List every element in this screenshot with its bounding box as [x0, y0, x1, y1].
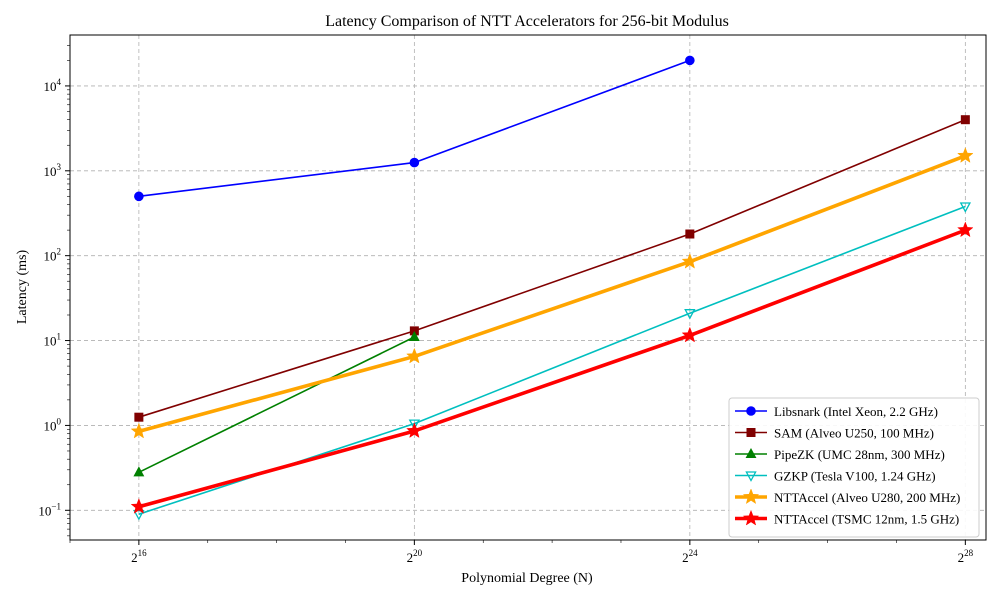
legend-label: NTTAccel (Alveo U280, 200 MHz): [774, 490, 960, 505]
data-point: [408, 330, 420, 342]
legend-marker: [742, 509, 760, 526]
data-point: [408, 419, 421, 430]
series-layer: [130, 55, 974, 521]
data-point: [681, 326, 699, 343]
plot-frame: [69, 34, 987, 541]
data-point: [409, 157, 420, 168]
data-point: [130, 498, 148, 514]
data-point: [959, 202, 972, 213]
series-5: [130, 221, 974, 514]
legend-marker: [746, 406, 756, 416]
data-point: [130, 422, 148, 439]
y-tick-label: 102: [44, 247, 62, 264]
legend-item: NTTAccel (Alveo U280, 200 MHz): [735, 488, 960, 505]
data-point: [957, 221, 974, 238]
legend-label: SAM (Alveo U250, 100 MHz): [774, 426, 934, 441]
data-point: [685, 229, 695, 239]
series-line: [138, 228, 966, 509]
legend-label: NTTAccel (TSMC 12nm, 1.5 GHz): [774, 512, 959, 527]
series-1: [134, 115, 970, 422]
series-line: [138, 154, 966, 434]
y-tick-label: 104: [44, 77, 62, 94]
series-4: [130, 147, 974, 439]
data-point: [406, 347, 423, 364]
x-tick-label: 224: [682, 548, 698, 565]
legend-item: PipeZK (UMC 28nm, 300 MHz): [735, 447, 945, 462]
legend-label: GZKP (Tesla V100, 1.24 GHz): [774, 469, 936, 484]
legend-marker: [742, 488, 760, 505]
x-axis-title: Polynomial Degree (N): [461, 571, 593, 586]
legend-item: NTTAccel (TSMC 12nm, 1.5 GHz): [735, 509, 959, 527]
data-point: [133, 466, 145, 477]
y-tick-label: 100: [44, 416, 62, 433]
series-line: [138, 118, 966, 418]
series-2: [133, 330, 420, 477]
data-point: [134, 191, 144, 202]
y-axis-title: Latency (ms): [15, 250, 30, 325]
data-point: [684, 309, 696, 320]
data-point: [134, 412, 144, 422]
legend-box: [728, 397, 980, 538]
tick-layer: 216 220 224 228 10−1 100 101 102 103 104: [38, 45, 974, 565]
data-point: [960, 115, 970, 125]
legend-marker: [745, 471, 757, 482]
legend-item: SAM (Alveo U250, 100 MHz): [735, 426, 934, 441]
legend-marker: [746, 428, 756, 437]
x-tick-label: 216: [131, 548, 147, 565]
data-point: [957, 147, 974, 163]
legend-label: Libsnark (Intel Xeon, 2.2 GHz): [774, 404, 938, 419]
chart-title: Latency Comparison of NTT Accelerators f…: [325, 13, 729, 30]
x-tick-label: 228: [958, 548, 974, 565]
y-tick-label: 103: [44, 162, 62, 179]
legend-marker: [745, 447, 757, 458]
data-point: [685, 55, 695, 66]
x-tick-label: 220: [407, 548, 423, 565]
legend-item: Libsnark (Intel Xeon, 2.2 GHz): [735, 404, 938, 419]
data-point: [681, 252, 699, 269]
legend-item: GZKP (Tesla V100, 1.24 GHz): [735, 469, 936, 484]
legend-label: PipeZK (UMC 28nm, 300 MHz): [774, 447, 945, 462]
data-point: [133, 510, 145, 521]
legend: Libsnark (Intel Xeon, 2.2 GHz) SAM (Alveo…: [728, 397, 980, 538]
series-0: [134, 55, 695, 202]
series-line: [138, 336, 415, 474]
y-tick-label: 101: [44, 332, 62, 349]
data-point: [406, 422, 423, 439]
y-tick-label: 10−1: [38, 501, 61, 518]
